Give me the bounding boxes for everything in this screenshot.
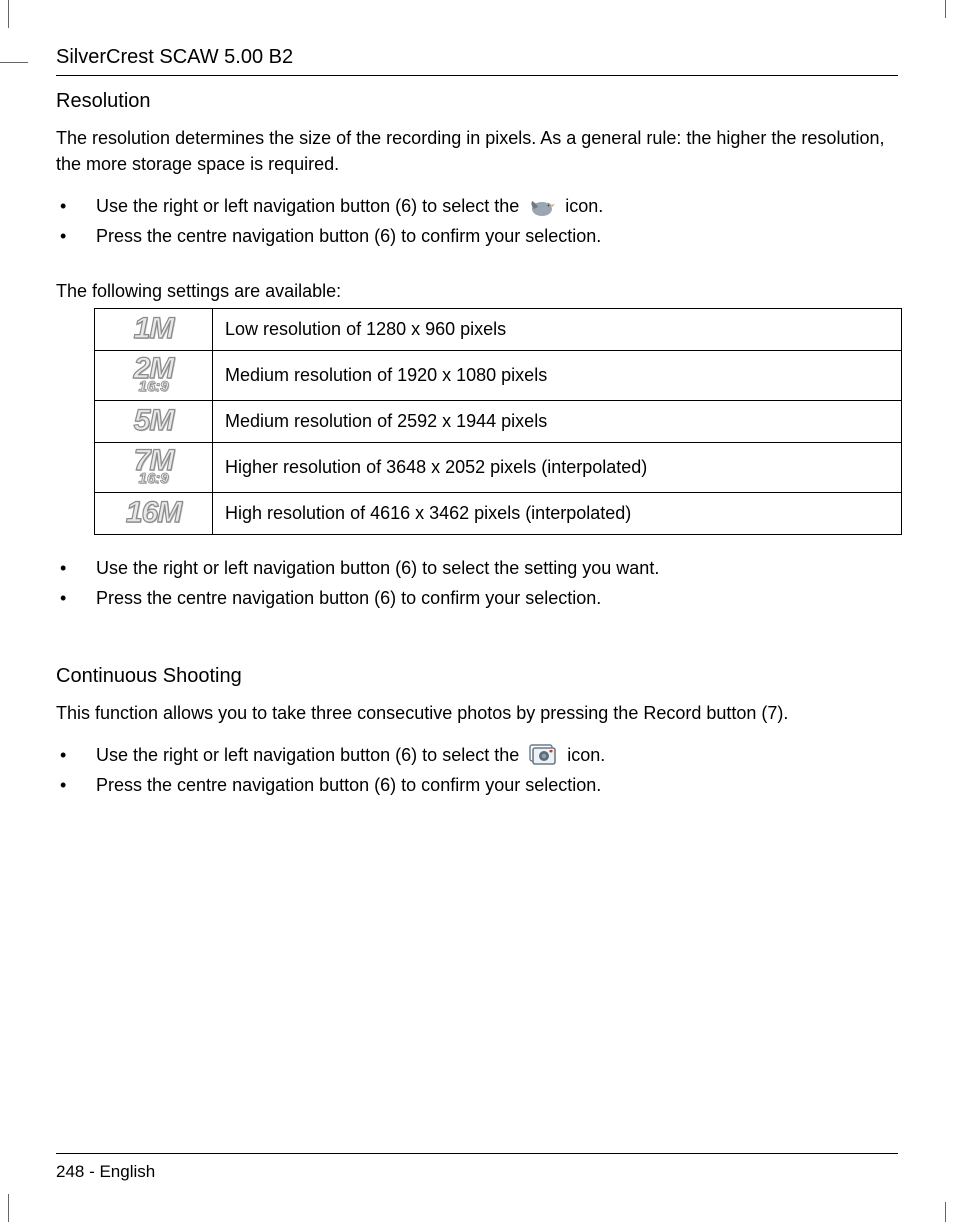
crop-mark [8,0,9,28]
resolution-glyph-icon: 16M [126,499,181,526]
resolution-desc-cell: Medium resolution of 2592 x 1944 pixels [213,400,902,442]
table-row: 16M High resolution of 4616 x 3462 pixel… [95,492,902,534]
continuous-bullet-list: • Use the right or left navigation butto… [56,740,898,802]
resolution-glyph-cell: 1M [95,308,213,350]
bullet-dot: • [56,193,96,221]
table-caption: The following settings are available: [56,281,898,302]
list-item: • Use the right or left navigation butto… [56,193,898,221]
resolution-desc-cell: High resolution of 4616 x 3462 pixels (i… [213,492,902,534]
document-header: SilverCrest SCAW 5.00 B2 [56,46,898,76]
resolution-intro: The resolution determines the size of th… [56,125,898,177]
resolution-glyph-icon: 1M [134,315,174,342]
crop-mark [945,0,946,18]
resolution-desc-cell: Higher resolution of 3648 x 2052 pixels … [213,442,902,492]
glyph-main: 16M [126,496,181,529]
table-row: 5M Medium resolution of 2592 x 1944 pixe… [95,400,902,442]
bullet-dot: • [56,555,96,583]
bullet-text-pre: Use the right or left navigation button … [96,745,524,765]
glyph-sub: 16:9 [134,380,174,394]
bullet-dot: • [56,742,96,770]
resolution-glyph-cell: 2M 16:9 [95,350,213,400]
list-item: • Press the centre navigation button (6)… [56,772,898,800]
bullet-text-post: icon. [567,745,605,765]
resolution-post-bullet-list: • Use the right or left navigation butto… [56,553,898,615]
section-title-resolution: Resolution [56,90,898,113]
resolution-glyph-cell: 16M [95,492,213,534]
bullet-text: Press the centre navigation button (6) t… [96,772,601,800]
crop-mark [0,62,28,63]
table-row: 1M Low resolution of 1280 x 960 pixels [95,308,902,350]
table-row: 2M 16:9 Medium resolution of 1920 x 1080… [95,350,902,400]
bullet-text: Use the right or left navigation button … [96,555,659,583]
flex-spacer [56,820,898,1153]
camera-stack-icon [528,743,558,769]
bullet-dot: • [56,585,96,613]
bullet-text: Press the centre navigation button (6) t… [96,585,601,613]
continuous-intro: This function allows you to take three c… [56,700,898,726]
glyph-sub: 16:9 [134,472,174,486]
resolution-glyph-cell: 5M [95,400,213,442]
page-footer: 248 - English [56,1153,898,1182]
bird-icon [528,195,556,219]
bullet-text: Use the right or left navigation button … [96,193,603,221]
table-row: 7M 16:9 Higher resolution of 3648 x 2052… [95,442,902,492]
crop-mark [945,1202,946,1222]
list-item: • Use the right or left navigation butto… [56,555,898,583]
bullet-dot: • [56,772,96,800]
list-item: • Use the right or left navigation butto… [56,742,898,770]
resolution-desc-cell: Medium resolution of 1920 x 1080 pixels [213,350,902,400]
list-item: • Press the centre navigation button (6)… [56,223,898,251]
section-title-continuous: Continuous Shooting [56,665,898,688]
resolution-glyph-icon: 5M [134,407,174,434]
page-content: SilverCrest SCAW 5.00 B2 Resolution The … [0,0,954,1222]
bullet-text-pre: Use the right or left navigation button … [96,196,524,216]
resolution-bullet-list: • Use the right or left navigation butto… [56,191,898,253]
resolution-desc-cell: Low resolution of 1280 x 960 pixels [213,308,902,350]
resolution-table: 1M Low resolution of 1280 x 960 pixels 2… [94,308,902,535]
crop-mark [8,1194,9,1222]
bullet-text-post: icon. [565,196,603,216]
glyph-main: 1M [134,312,174,345]
list-item: • Press the centre navigation button (6)… [56,585,898,613]
bullet-dot: • [56,223,96,251]
section-gap [56,633,898,661]
resolution-glyph-icon: 7M 16:9 [134,447,174,486]
bullet-text: Use the right or left navigation button … [96,742,605,770]
resolution-glyph-cell: 7M 16:9 [95,442,213,492]
resolution-glyph-icon: 2M 16:9 [134,355,174,394]
bullet-text: Press the centre navigation button (6) t… [96,223,601,251]
glyph-main: 5M [134,404,174,437]
